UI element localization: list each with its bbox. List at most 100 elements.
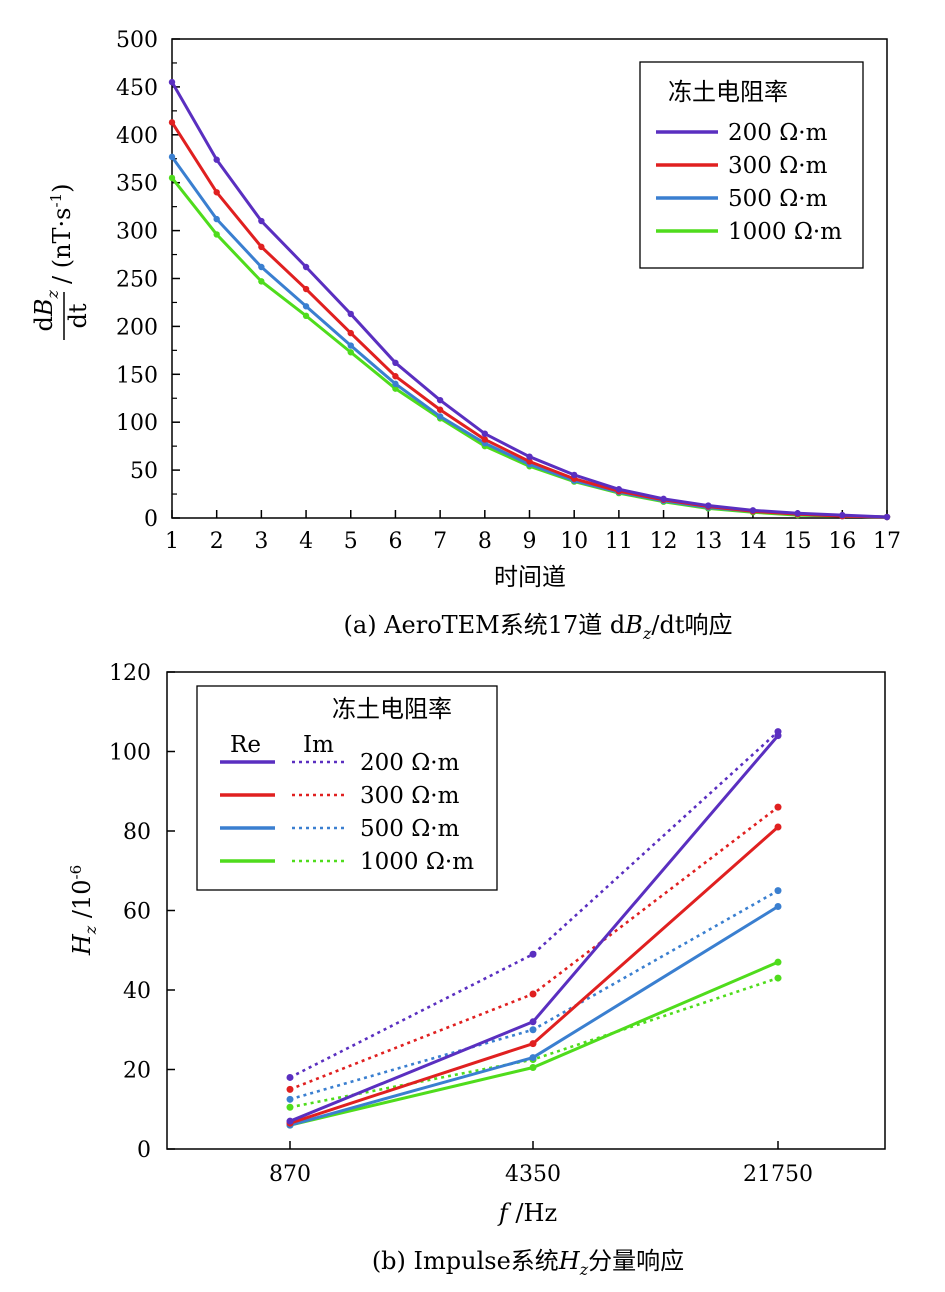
chart-a-data-point (168, 174, 176, 182)
chart-a-data-point (526, 458, 533, 465)
chart-a-caption: (a) AeroTEM系统17道 dBz/dt响应 (344, 611, 733, 643)
chart-b-data-point-re (774, 823, 782, 831)
svg-text:Hz /10-6: Hz /10-6 (67, 865, 100, 956)
chart-a-y-ticks: 0 50 100 150 200 250 300 350 400 450 500 (116, 28, 180, 532)
chart-a-x-tick-label: 15 (784, 529, 812, 554)
chart-a-data-point (302, 303, 310, 310)
chart-b-legend: 冻土电阻率 Re Im 200 Ω·m 300 Ω·m 500 Ω·m 1000 Ω·… (196, 685, 498, 891)
chart-b-data-point-im (286, 1085, 294, 1093)
chart-a-ylabel-num-var: B (30, 298, 58, 317)
chart-a-legend: 冻土电阻率 200 Ω·m 300 Ω·m 500 Ω·m 1000 Ω·m (639, 61, 864, 269)
chart-a-data-point (436, 406, 444, 413)
chart-a-x-axis-label: 时间道 (494, 563, 566, 591)
chart-b-data-point-re (529, 1064, 537, 1072)
chart-a-y-tick-label: 250 (116, 268, 158, 293)
chart-b-ylabel-var: H (68, 933, 96, 956)
chart-b-data-point-re (529, 1054, 537, 1062)
chart-a-data-point (347, 342, 354, 349)
chart-a-data-point (481, 436, 489, 443)
chart-b-legend-box (196, 685, 498, 891)
chart-a-y-tick-label: 400 (116, 124, 158, 149)
chart-a-x-tick-label: 16 (828, 529, 856, 554)
chart-a-y-tick-label: 450 (116, 76, 158, 101)
chart-b-legend-label: 200 Ω·m (360, 750, 460, 776)
chart-b-legend-label: 500 Ω·m (360, 816, 460, 842)
chart-b-y-tick-label: 60 (123, 900, 151, 925)
chart-b-y-ticks: 0 20 40 60 80 100 120 (109, 661, 175, 1163)
chart-a-y-tick-label: 300 (116, 220, 158, 245)
chart-a-x-tick-label: 6 (388, 529, 402, 554)
chart-b-data-point-re (529, 1040, 537, 1048)
chart-a-x-tick-label: 10 (560, 529, 588, 554)
chart-a-x-tick-label: 13 (694, 529, 722, 554)
chart-a-data-point (168, 119, 176, 126)
chart-a-data-point (749, 507, 757, 514)
chart-b-x-axis-label: f /Hz (497, 1199, 557, 1227)
chart-a-y-axis-label: dBz dt / (nT·s-1) (30, 184, 92, 340)
chart-b-data-point-im (286, 1095, 294, 1103)
chart-a-data-point (258, 278, 265, 285)
chart-a-data-point (392, 359, 399, 367)
chart-a-data-point (258, 243, 265, 251)
chart-a-data-point (570, 471, 578, 479)
chart-b-data-point-im (774, 803, 782, 811)
chart-a-legend-items: 200 Ω·m 300 Ω·m 500 Ω·m 1000 Ω·m (656, 120, 842, 245)
chart-a-data-point (347, 310, 354, 318)
chart-b: 0 20 40 60 80 100 120 870 4350 21750 Hz /10-6 f … (67, 661, 886, 1279)
chart-b-ylabel-exp: -6 (67, 865, 85, 880)
chart-a-legend-label: 1000 Ω·m (728, 219, 842, 245)
chart-b-data-point-im (286, 1073, 294, 1081)
svg-text:dBz: dBz (30, 289, 62, 331)
chart-a-legend-label: 500 Ω·m (728, 186, 828, 212)
chart-a-ylabel-num-d: d (30, 316, 58, 331)
chart-a-data-point (347, 349, 354, 356)
chart-a-data-point (302, 312, 310, 320)
chart-b-data-point-re (774, 732, 782, 740)
chart-a-data-point (392, 380, 399, 388)
chart-a-legend-title: 冻土电阻率 (668, 78, 788, 106)
chart-a-data-point (436, 413, 444, 420)
chart-a-data-point (168, 78, 176, 86)
chart-a-x-tick-label: 9 (523, 529, 537, 554)
chart-b-y-tick-label: 0 (137, 1138, 151, 1163)
chart-b-legend-label: 1000 Ω·m (360, 849, 474, 875)
chart-b-legend-re: Re (230, 732, 261, 758)
chart-b-ylabel-rest: /10 (68, 879, 96, 925)
chart-b-data-point-re (286, 1117, 294, 1125)
chart-b-y-axis-label: Hz /10-6 (67, 865, 100, 956)
chart-a-x-tick-label: 8 (478, 529, 492, 554)
chart-a-x-tick-label: 1 (165, 529, 179, 554)
chart-a-data-point (660, 495, 667, 503)
chart-b-data-point-im (286, 1103, 294, 1111)
chart-a-data-point (302, 285, 310, 293)
chart-a-data-point (213, 231, 220, 238)
chart-a-data-point (436, 396, 444, 404)
chart-b-data-point-im (529, 950, 537, 958)
chart-a-data-point (213, 156, 220, 163)
chart-b-y-tick-label: 20 (123, 1059, 151, 1084)
chart-b-caption: (b) Impulse系统Hz分量响应 (372, 1247, 684, 1279)
chart-a-legend-label: 300 Ω·m (728, 153, 828, 179)
chart-b-data-point-re (774, 903, 782, 911)
chart-a-legend-label: 200 Ω·m (728, 120, 828, 146)
chart-a-data-point (392, 385, 399, 392)
chart-b-data-point-im (529, 1026, 537, 1034)
chart-a-data-point (392, 373, 399, 380)
chart-b-y-tick-label: 40 (123, 979, 151, 1004)
chart-a-data-point (302, 263, 310, 271)
chart-a-x-tick-label: 5 (344, 529, 358, 554)
chart-a-x-ticks: 1 2 3 4 5 6 7 8 9 10 11 12 13 14 15 16 17 (165, 510, 901, 554)
chart-b-x-tick-label: 21750 (743, 1162, 813, 1187)
chart-a-data-point (258, 217, 265, 225)
chart-a-data-point (347, 329, 354, 337)
chart-a-data-point (615, 486, 623, 493)
chart-a-data-point (213, 215, 220, 223)
chart-a-y-tick-label: 500 (116, 28, 158, 53)
chart-b-legend-im: Im (303, 732, 334, 758)
chart-b-series (286, 728, 782, 1129)
chart-b-y-tick-label: 100 (109, 741, 151, 766)
chart-a-ylabel-unit: / (nT·s (48, 208, 76, 285)
chart-a-ylabel-num-sub: z (43, 289, 62, 299)
